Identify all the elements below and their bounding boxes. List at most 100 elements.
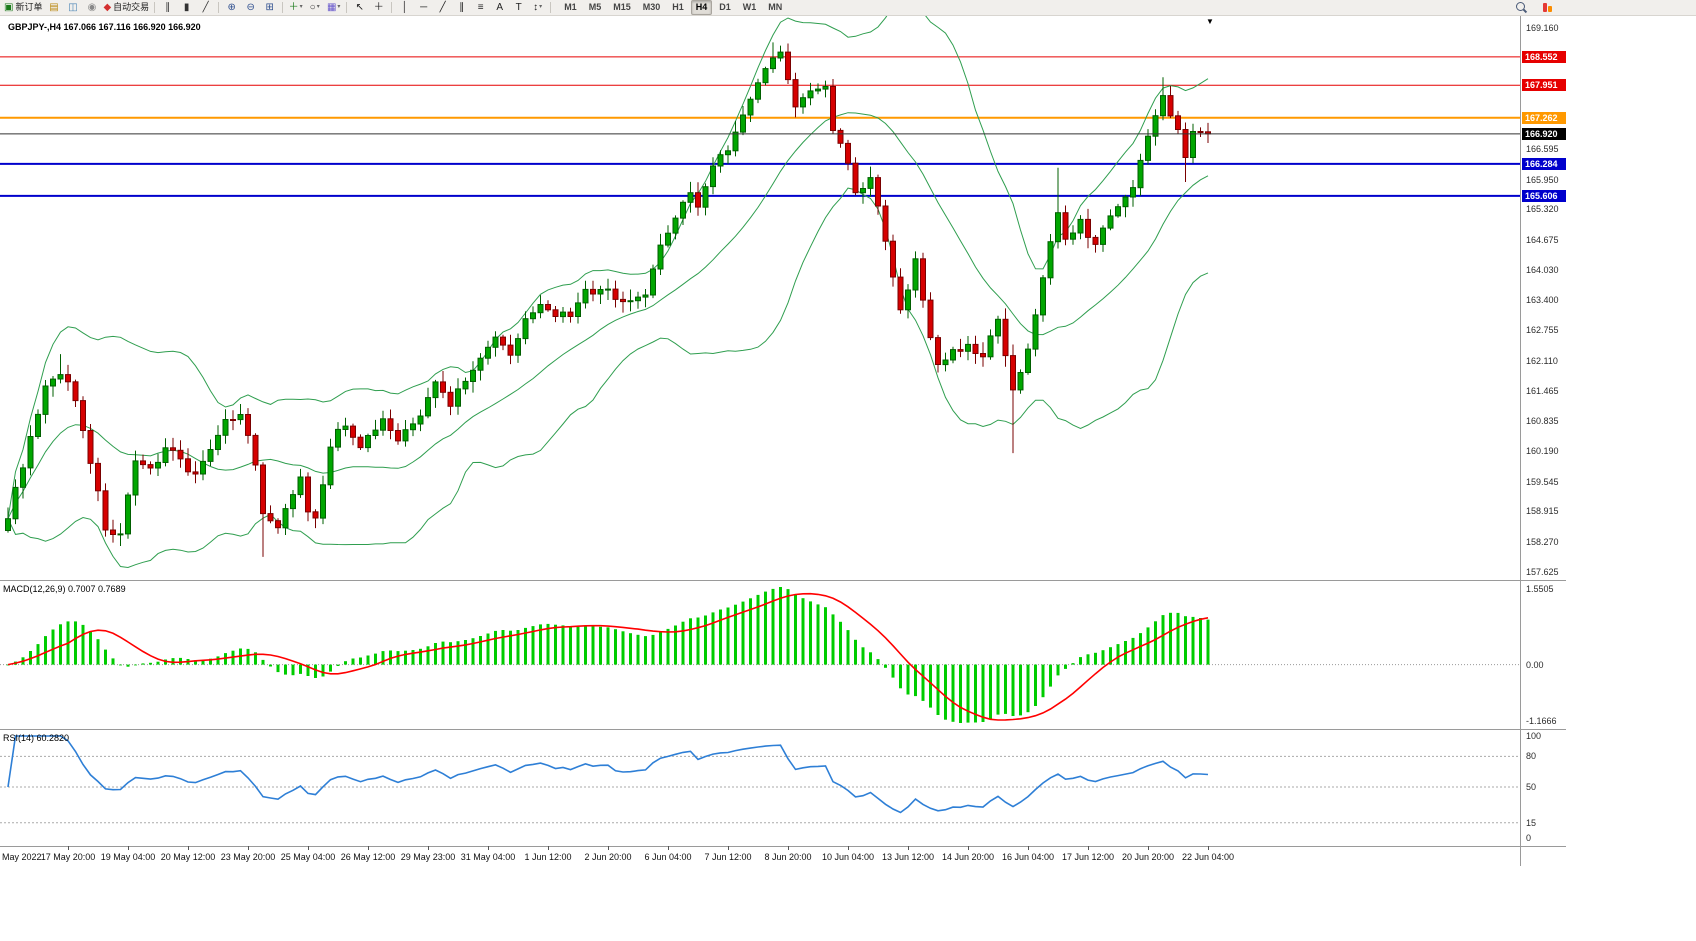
price-tick-label: 166.595 bbox=[1526, 144, 1559, 155]
horizontal-line-icon: ─ bbox=[420, 2, 428, 13]
fibonacci-icon: ≡ bbox=[477, 2, 484, 13]
price-tick-label: 161.465 bbox=[1526, 386, 1559, 397]
tile-windows-button[interactable]: ⊞ bbox=[261, 1, 278, 14]
zoom-in-button[interactable]: ⊕ bbox=[223, 1, 240, 14]
time-axis-label: 22 Jun 04:00 bbox=[1181, 852, 1235, 862]
timeframe-h1-button[interactable]: H1 bbox=[672, 2, 684, 12]
time-axis-tick bbox=[128, 846, 129, 850]
rsi-pane-canvas[interactable] bbox=[0, 730, 1520, 846]
connection-bar-icon bbox=[1543, 3, 1547, 12]
time-axis-label: 29 May 23:00 bbox=[400, 852, 456, 862]
macd-scale-min: -1.1666 bbox=[1526, 716, 1557, 726]
zoom-out-button[interactable]: ⊖ bbox=[242, 1, 259, 14]
auto-trading-button-label: 自动交易 bbox=[113, 2, 150, 12]
pane-separator[interactable] bbox=[0, 729, 1566, 730]
chart-window: GBPJPY-,H4 167.066 167.116 166.920 166.9… bbox=[0, 16, 1566, 866]
new-order-button[interactable]: ▣ 新订单 bbox=[3, 1, 43, 14]
arrows-icon: ↕ bbox=[533, 2, 539, 13]
time-axis-tick bbox=[308, 846, 309, 850]
fibonacci-button[interactable]: ≡ bbox=[472, 1, 489, 14]
indicators-button[interactable]: ＋ ▾ bbox=[287, 1, 304, 14]
pane-separator[interactable] bbox=[0, 580, 1566, 581]
templates-button[interactable]: ▦ ▾ bbox=[325, 1, 342, 14]
chart-window-button[interactable]: ▤ bbox=[45, 1, 62, 14]
time-axis-tick bbox=[428, 846, 429, 850]
time-axis-label: 19 May 04:00 bbox=[100, 852, 156, 862]
macd-scale-mid: 0.00 bbox=[1526, 659, 1544, 670]
time-axis-label: 20 Jun 20:00 bbox=[1121, 852, 1175, 862]
timeframe-m15-button[interactable]: M15 bbox=[613, 2, 631, 12]
time-axis-label: 13 Jun 12:00 bbox=[881, 852, 935, 862]
price-tick-label: 162.755 bbox=[1526, 325, 1559, 336]
time-axis-tick bbox=[728, 846, 729, 850]
time-axis-label: 25 May 04:00 bbox=[280, 852, 336, 862]
time-axis-label: 20 May 12:00 bbox=[160, 852, 216, 862]
timeframe-mn-button[interactable]: MN bbox=[768, 2, 783, 12]
periods-button[interactable]: ○ ▾ bbox=[306, 1, 323, 14]
time-axis-tick bbox=[548, 846, 549, 850]
timeframe-w1-button[interactable]: W1 bbox=[742, 2, 757, 12]
refresh-button[interactable]: ◉ bbox=[83, 1, 100, 14]
current-price-badge: 166.920 bbox=[1522, 127, 1566, 140]
price-level-badge: 167.951 bbox=[1522, 79, 1566, 92]
time-axis-tick bbox=[488, 846, 489, 850]
rsi-scale-label: 0 bbox=[1526, 833, 1532, 843]
rsi-scale-label: 50 bbox=[1526, 782, 1537, 792]
bar-chart-button[interactable]: ∥ bbox=[159, 1, 176, 14]
macd-pane-canvas[interactable] bbox=[0, 581, 1520, 729]
search-button[interactable] bbox=[1516, 2, 1528, 14]
auto-trading-button[interactable]: ◆ 自动交易 bbox=[102, 1, 150, 14]
price-shift-marker[interactable]: ▼ bbox=[1206, 17, 1214, 26]
trendline-button[interactable]: ╱ bbox=[434, 1, 451, 14]
price-tick-label: 157.625 bbox=[1526, 567, 1559, 578]
time-axis-tick bbox=[1148, 846, 1149, 850]
timeframe-m30-button[interactable]: M30 bbox=[642, 2, 661, 12]
text-button[interactable]: A bbox=[491, 1, 508, 14]
time-axis-tick bbox=[368, 846, 369, 850]
new-order-icon: ▣ bbox=[4, 2, 14, 13]
rsi-scale-label: 80 bbox=[1526, 751, 1537, 762]
timeframe-m1-button[interactable]: M1 bbox=[564, 2, 577, 12]
time-axis-label: 14 Jun 20:00 bbox=[941, 852, 995, 862]
channel-button[interactable]: ∥ bbox=[453, 1, 470, 14]
channel-icon: ∥ bbox=[459, 2, 465, 13]
time-axis-tick bbox=[968, 846, 969, 850]
timeframe-d1-button[interactable]: D1 bbox=[719, 2, 731, 12]
time-axis-label: 6 Jun 04:00 bbox=[644, 852, 692, 862]
time-scale[interactable]: May 2022 17 May 20:00 19 May 04:00 20 May 1… bbox=[0, 846, 1520, 866]
arrows-button[interactable]: ↕ ▾ bbox=[529, 1, 546, 14]
crosshair-icon: ＋ bbox=[373, 2, 384, 13]
time-axis-tick bbox=[1208, 846, 1209, 850]
line-chart-button[interactable]: ╱ bbox=[197, 1, 214, 14]
price-chart-canvas[interactable] bbox=[0, 16, 1520, 580]
new-order-button-label: 新订单 bbox=[15, 2, 43, 12]
time-axis-tick bbox=[908, 846, 909, 850]
time-axis-label: 8 Jun 20:00 bbox=[764, 852, 812, 862]
rsi-scale-label: 100 bbox=[1526, 731, 1542, 741]
indicators-icon: ＋ bbox=[288, 2, 299, 13]
search-icon bbox=[1516, 2, 1525, 11]
time-axis-label: 17 Jun 12:00 bbox=[1061, 852, 1115, 862]
chevron-down-icon: ▾ bbox=[539, 4, 543, 10]
cursor-button[interactable]: ↖ bbox=[351, 1, 368, 14]
timeframe-h4-button[interactable]: H4 bbox=[690, 0, 713, 15]
line-chart-icon: ╱ bbox=[202, 2, 209, 13]
time-axis-tick bbox=[788, 846, 789, 850]
refresh-icon: ◉ bbox=[87, 2, 97, 13]
price-tick-label: 158.915 bbox=[1526, 506, 1559, 517]
price-scale[interactable]: 169.160 166.595 165.950 165.320 164.675 164.0… bbox=[1520, 16, 1566, 866]
toolbar-buttons: ▣ 新订单 ▤ ◫ ◉ ◆ 自动交易 ∥ ▮ ╱ ⊕ ⊖ ⊞ ＋ ▾ ○ ▾ ▦ ▾ ↖ ＋ │ ─ ╱ ∥ ≡ A T ↕ ▾ M1 M5 M… bbox=[0, 0, 1696, 15]
time-axis-tick bbox=[608, 846, 609, 850]
price-level-badge: 166.284 bbox=[1522, 157, 1566, 170]
crosshair-button[interactable]: ＋ bbox=[370, 1, 387, 14]
toolbar-separator bbox=[391, 2, 393, 13]
timeframe-m5-button[interactable]: M5 bbox=[588, 2, 602, 12]
profiles-button[interactable]: ◫ bbox=[64, 1, 81, 14]
candlestick-chart-button[interactable]: ▮ bbox=[178, 1, 195, 14]
label-button[interactable]: T bbox=[510, 1, 527, 14]
time-axis-tick bbox=[1028, 846, 1029, 850]
horizontal-line-button[interactable]: ─ bbox=[415, 1, 432, 14]
vertical-line-button[interactable]: │ bbox=[396, 1, 413, 14]
toolbar-separator bbox=[282, 2, 284, 13]
time-axis-label: 2 Jun 20:00 bbox=[584, 852, 632, 862]
